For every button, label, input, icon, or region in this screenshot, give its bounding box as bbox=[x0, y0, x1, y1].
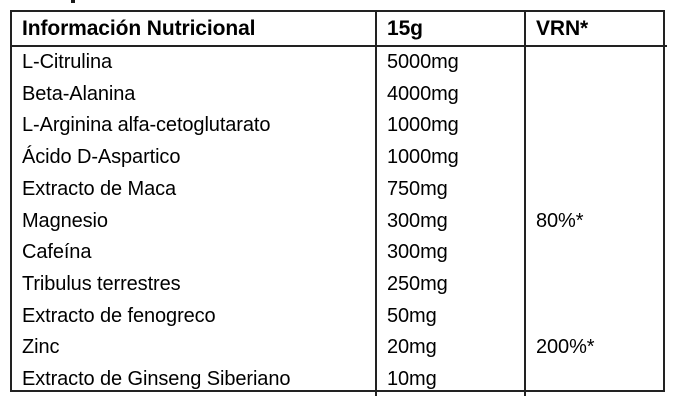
table-row: L-Citrulina 5000mg bbox=[12, 46, 667, 79]
ingredient-name: L-Arginina alfa-cetoglutarato bbox=[22, 114, 271, 137]
table-row: Tribulus terrestres 250mg bbox=[12, 268, 667, 301]
column-header-ingredient: Información Nutricional bbox=[12, 12, 376, 47]
ingredient-name: Magnesio bbox=[22, 209, 108, 232]
ingredient-vrn bbox=[524, 364, 667, 396]
ingredient-name: Ácido D-Aspartico bbox=[22, 146, 181, 169]
column-header-vrn: VRN* bbox=[524, 12, 667, 47]
table-row: Cafeína 300mg bbox=[12, 237, 667, 269]
ingredient-vrn bbox=[524, 46, 667, 79]
ingredient-amount: 50mg bbox=[375, 300, 525, 333]
table-row: Zinc 20mg 200%* bbox=[12, 332, 667, 365]
nutrition-information-table: Información Nutricional 15g VRN* L-Citru… bbox=[10, 10, 667, 396]
ingredient-name: Zinc bbox=[22, 336, 60, 359]
ingredient-name: L-Citrulina bbox=[22, 51, 113, 73]
ingredient-vrn: 80%* bbox=[524, 205, 667, 238]
ingredient-name: Beta-Alanina bbox=[22, 82, 136, 105]
table-header-row: Información Nutricional 15g VRN* bbox=[12, 12, 667, 47]
ingredient-amount: 20mg bbox=[375, 332, 525, 365]
table-row: Beta-Alanina 4000mg bbox=[12, 78, 667, 111]
ingredient-amount: 250mg bbox=[375, 268, 525, 301]
ingredient-vrn bbox=[524, 142, 667, 174]
ingredient-vrn: 200%* bbox=[524, 332, 667, 365]
ingredient-vrn bbox=[524, 173, 667, 206]
table-row: L-Arginina alfa-cetoglutarato 1000mg bbox=[12, 110, 667, 143]
ingredient-amount: 750mg bbox=[375, 173, 525, 206]
ingredient-amount: 300mg bbox=[375, 237, 525, 269]
ingredient-vrn bbox=[524, 78, 667, 111]
ingredient-amount: 300mg bbox=[375, 205, 525, 238]
table-row: Ácido D-Aspartico 1000mg bbox=[12, 142, 667, 174]
ingredient-amount: 5000mg bbox=[375, 46, 525, 79]
ingredient-amount: 1000mg bbox=[375, 142, 525, 174]
ingredient-amount: 4000mg bbox=[375, 78, 525, 111]
table-row: Magnesio 300mg 80%* bbox=[12, 205, 667, 238]
ingredient-amount: 1000mg bbox=[375, 110, 525, 143]
ingredient-name: Extracto de Maca bbox=[22, 177, 177, 200]
ingredient-name: Extracto de Ginseng Siberiano bbox=[22, 368, 291, 391]
column-header-serving-size: 15g bbox=[375, 12, 525, 47]
ingredient-vrn bbox=[524, 300, 667, 333]
ingredient-vrn bbox=[524, 237, 667, 269]
table-row: Extracto de Maca 750mg bbox=[12, 173, 667, 206]
ingredient-name: Extracto de fenogreco bbox=[22, 304, 216, 327]
cropped-text-artifact bbox=[71, 0, 75, 3]
ingredient-amount: 10mg bbox=[375, 364, 525, 396]
ingredient-name: Cafeína bbox=[22, 241, 92, 264]
table-body: L-Citrulina 5000mg Beta-Alanina 4000mg L… bbox=[12, 46, 667, 396]
ingredient-vrn bbox=[524, 268, 667, 301]
ingredient-name: Tribulus terrestres bbox=[22, 272, 181, 295]
table-row: Extracto de Ginseng Siberiano 10mg bbox=[12, 364, 667, 396]
ingredient-vrn bbox=[524, 110, 667, 143]
table-row: Extracto de fenogreco 50mg bbox=[12, 300, 667, 333]
